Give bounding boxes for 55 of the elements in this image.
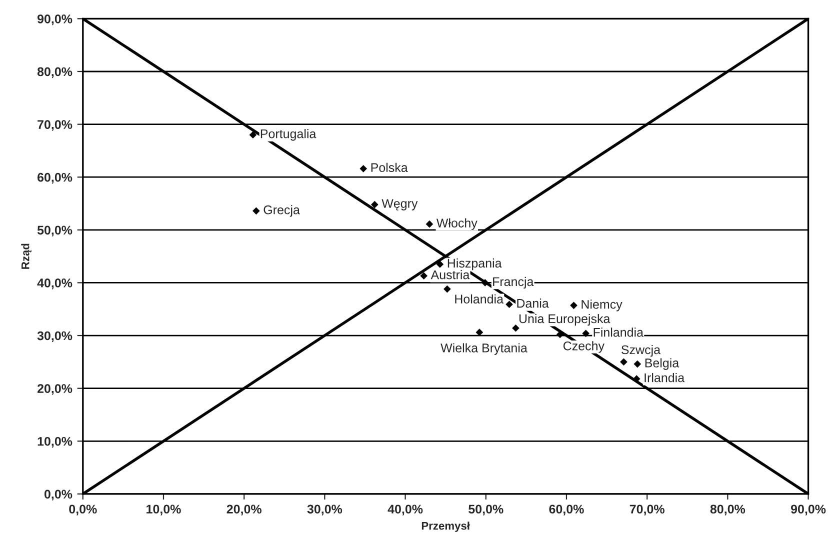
point	[620, 358, 628, 366]
y-tick-label: 40,0%	[37, 278, 72, 290]
x-tick-label: 50,0%	[468, 504, 504, 516]
x-tick-label: 40,0%	[388, 504, 423, 516]
x-tick-label: 10,0%	[146, 504, 181, 516]
x-tick-label: 80,0%	[710, 504, 746, 516]
annotation: Włochy	[436, 218, 478, 230]
annotation: Unia Europejska	[519, 314, 610, 326]
annotation: Holandia	[455, 294, 504, 304]
y-tick-label: 50,0%	[37, 226, 72, 236]
y-axis-title: Rząd	[21, 244, 32, 269]
annotation: Belgia	[645, 358, 680, 370]
point	[481, 279, 489, 286]
point	[582, 330, 590, 338]
annotation: Francja	[493, 276, 534, 289]
x-tick-label: 90,0%	[790, 504, 826, 516]
point	[570, 302, 578, 310]
y-tick-label: 20,0%	[37, 384, 72, 395]
annotation: Węgry	[382, 199, 418, 210]
x-tick-label: 30,0%	[307, 504, 342, 516]
annotation: Dania	[517, 298, 549, 308]
point	[512, 324, 520, 332]
point	[420, 272, 428, 280]
point	[634, 360, 642, 368]
annotation: Czechy	[563, 341, 604, 353]
annotation: Wielka Brytania	[440, 343, 528, 355]
annotation: Grecja	[264, 205, 300, 217]
y-tick-label: 10,0%	[38, 436, 72, 448]
y-tick-label: 90,0%	[37, 14, 72, 26]
point	[506, 300, 513, 308]
annotation: Irlandia	[644, 373, 685, 382]
x-tick-label: 70,0%	[630, 504, 664, 516]
y-tick-label: 70,0%	[38, 120, 72, 131]
point	[249, 131, 257, 139]
point	[252, 207, 260, 215]
point	[360, 164, 368, 172]
point	[436, 260, 444, 268]
annotation: Austria	[430, 270, 470, 280]
point	[370, 200, 378, 208]
point	[426, 220, 434, 228]
x-tick-label: 0,0%	[69, 504, 97, 516]
y-tick-label: 60,0%	[38, 172, 72, 184]
annotation: Hiszpania	[448, 258, 502, 270]
x-tick-label: 60,0%	[549, 504, 584, 516]
annotation: Portugalia	[260, 129, 316, 141]
point	[444, 285, 451, 293]
annotation: Niemcy	[582, 300, 622, 312]
x-tick-label: 20,0%	[226, 504, 262, 516]
annotation: Polska	[371, 162, 408, 172]
y-tick-label: 80,0%	[37, 67, 72, 78]
y-tick-label: 30,0%	[37, 331, 72, 342]
annotation: Finlandia	[594, 328, 644, 337]
annotation: Szwcja	[622, 344, 661, 357]
y-tick-label: 0,0%	[44, 490, 72, 500]
x-axis-title: Przemysł	[422, 522, 470, 532]
